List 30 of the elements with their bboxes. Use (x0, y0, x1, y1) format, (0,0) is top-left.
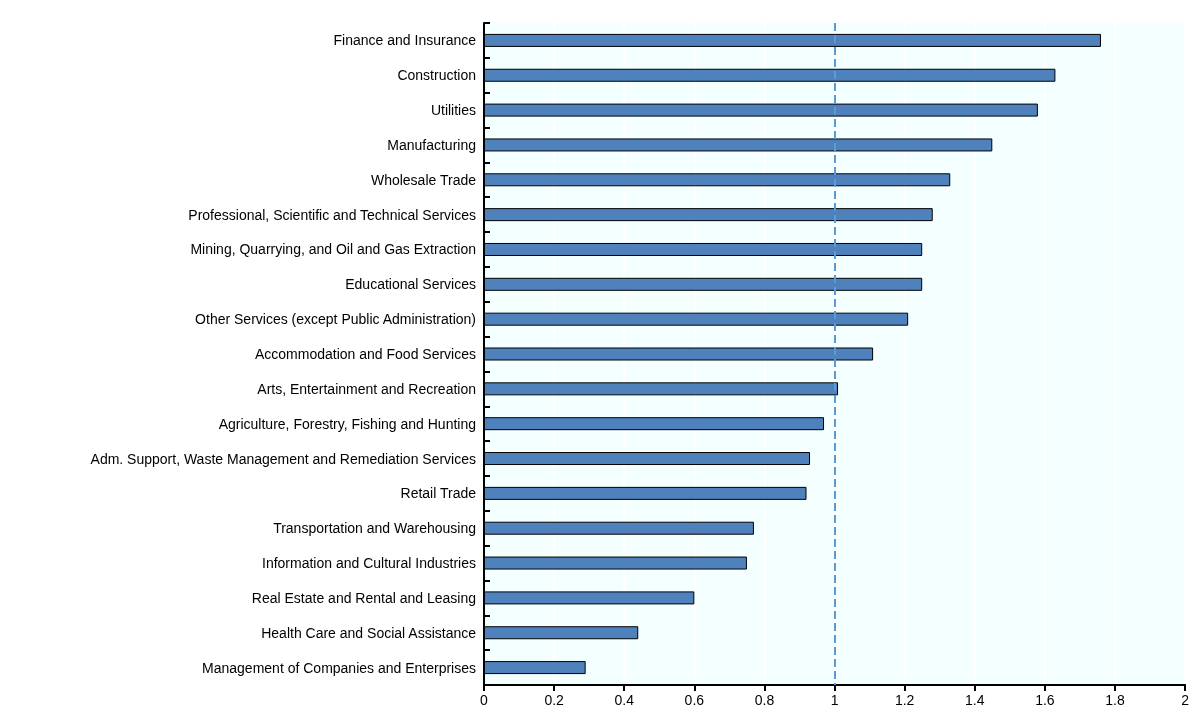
y-tick-label: Arts, Entertainment and Recreation (257, 380, 476, 397)
y-tick-label: Real Estate and Rental and Leasing (251, 589, 476, 606)
y-tick-label: Other Services (except Public Administration) (195, 311, 476, 328)
y-tick-label: Professional, Scientific and Technical Services (188, 206, 476, 223)
y-tick-label: Accommodation and Food Services (255, 346, 476, 362)
y-tick-label: Transportation and Warehousing (273, 520, 476, 537)
y-tick-label: Wholesale Trade (370, 171, 477, 188)
y-tick-label: Adm. Support, Waste Management and Remediation Services (90, 450, 476, 467)
x-tick-label: 0 (480, 692, 489, 708)
y-tick-label: Finance and Insurance (333, 32, 477, 49)
y-tick-label: Information and Cultural Industries (262, 555, 476, 572)
x-tick-label: 0.6 (684, 692, 705, 708)
x-tick-label: 0.8 (754, 692, 775, 708)
y-tick-label: Utilities (430, 102, 476, 119)
y-tick-label: Construction (397, 67, 476, 84)
x-tick-label: 2 (1181, 692, 1190, 708)
y-tick-label: Mining, Quarrying, and Oil and Gas Extraction (190, 241, 476, 258)
y-tick-label: Agriculture, Forestry, Fishing and Hunting (218, 415, 476, 432)
x-tick-label: 1.4 (965, 692, 985, 708)
x-tick-label: 1 (830, 692, 839, 708)
y-tick-label: Health Care and Social Assistance (261, 624, 477, 641)
x-tick-label: 1.8 (1105, 692, 1125, 708)
y-tick-label: Retail Trade (400, 485, 477, 502)
x-tick-label: 1.6 (1035, 692, 1055, 708)
y-tick-label: Educational Services (345, 276, 476, 293)
x-tick-label: 0.2 (544, 692, 565, 708)
y-tick-label: Manufacturing (387, 136, 476, 153)
y-tick-label: Management of Companies and Enterprises (202, 659, 476, 676)
x-tick-label: 0.4 (614, 692, 635, 708)
x-tick-label: 1.2 (894, 692, 915, 708)
